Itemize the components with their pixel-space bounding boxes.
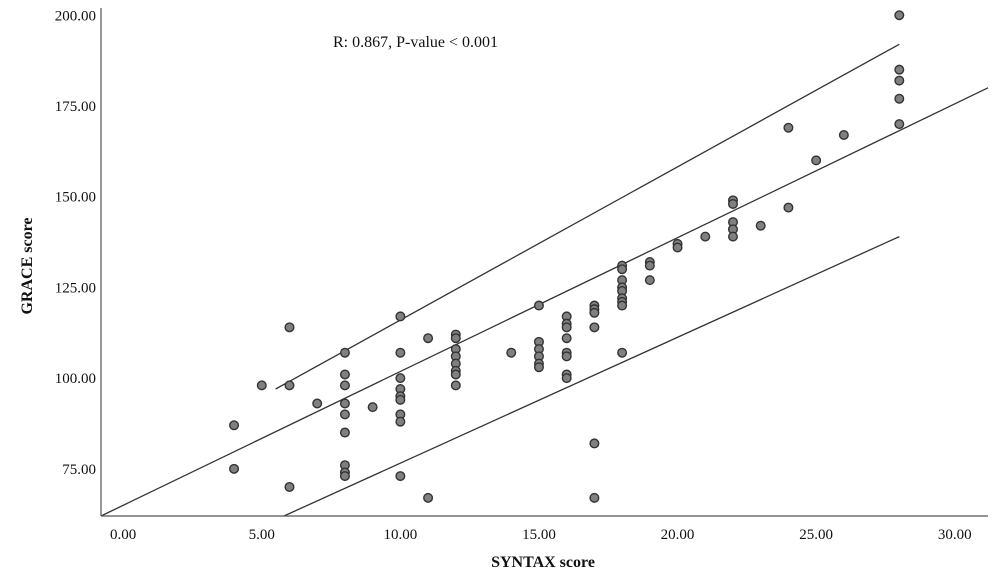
y-tick-label: 200.00 — [55, 8, 96, 24]
data-point — [339, 369, 350, 380]
data-point — [589, 307, 600, 318]
data-point — [838, 129, 849, 140]
data-point — [229, 463, 240, 474]
data-point — [727, 231, 738, 242]
data-point — [644, 260, 655, 271]
data-point — [533, 300, 544, 311]
regression-lines — [100, 43, 989, 517]
data-point — [894, 75, 905, 86]
data-point — [395, 373, 406, 384]
data-point — [811, 155, 822, 166]
data-point — [644, 275, 655, 286]
data-point — [617, 264, 628, 275]
data-point — [894, 93, 905, 104]
data-point — [672, 242, 683, 253]
x-axis-title: SYNTAX score — [491, 554, 595, 571]
data-point — [617, 347, 628, 358]
data-point — [339, 427, 350, 438]
data-point — [367, 402, 378, 413]
x-tick-label: 20.00 — [661, 527, 695, 543]
data-point — [561, 333, 572, 344]
data-point — [284, 322, 295, 333]
data-points — [229, 10, 905, 503]
data-point — [894, 64, 905, 75]
data-point — [589, 492, 600, 503]
data-point — [423, 492, 434, 503]
y-axis-title: GRACE score — [19, 217, 36, 314]
data-point — [395, 394, 406, 405]
y-tick-label: 100.00 — [55, 371, 96, 387]
data-point — [561, 322, 572, 333]
y-tick-label: 150.00 — [55, 190, 96, 206]
data-point — [450, 333, 461, 344]
data-point — [339, 398, 350, 409]
data-point — [339, 380, 350, 391]
x-tick-label: 15.00 — [522, 527, 556, 543]
tick-labels: 0.00 5.00 10.00 15.00 20.00 25.00 30.00 75.00 10… — [55, 8, 972, 543]
data-point — [339, 471, 350, 482]
data-point — [339, 347, 350, 358]
x-tick-label: 25.00 — [799, 527, 833, 543]
data-point — [423, 333, 434, 344]
correlation-annotation: R: 0.867, P-value < 0.001 — [333, 34, 498, 51]
y-tick-label: 75.00 — [62, 462, 96, 478]
data-point — [284, 380, 295, 391]
line-upper — [275, 43, 900, 390]
line-fit — [100, 87, 989, 517]
data-point — [284, 481, 295, 492]
x-tick-label: 5.00 — [249, 527, 275, 543]
data-point — [783, 122, 794, 133]
data-point — [450, 380, 461, 391]
x-tick-label: 10.00 — [383, 527, 417, 543]
data-point — [561, 373, 572, 384]
data-point — [561, 351, 572, 362]
data-point — [727, 198, 738, 209]
data-point — [894, 10, 905, 21]
y-tick-label: 175.00 — [55, 99, 96, 115]
data-point — [229, 420, 240, 431]
data-point — [589, 322, 600, 333]
data-point — [533, 362, 544, 373]
data-point — [700, 231, 711, 242]
data-point — [450, 369, 461, 380]
axes — [100, 8, 988, 517]
data-point — [312, 398, 323, 409]
y-tick-label: 125.00 — [55, 280, 96, 296]
data-point — [894, 119, 905, 130]
x-tick-label: 0.00 — [110, 527, 136, 543]
data-point — [617, 300, 628, 311]
line-lower — [283, 236, 900, 517]
data-point — [506, 347, 517, 358]
data-point — [339, 409, 350, 420]
x-tick-label: 30.00 — [938, 527, 972, 543]
data-point — [395, 471, 406, 482]
data-point — [256, 380, 267, 391]
data-point — [395, 416, 406, 427]
data-point — [755, 220, 766, 231]
data-point — [589, 438, 600, 449]
data-point — [783, 202, 794, 213]
data-point — [395, 347, 406, 358]
data-point — [395, 311, 406, 322]
